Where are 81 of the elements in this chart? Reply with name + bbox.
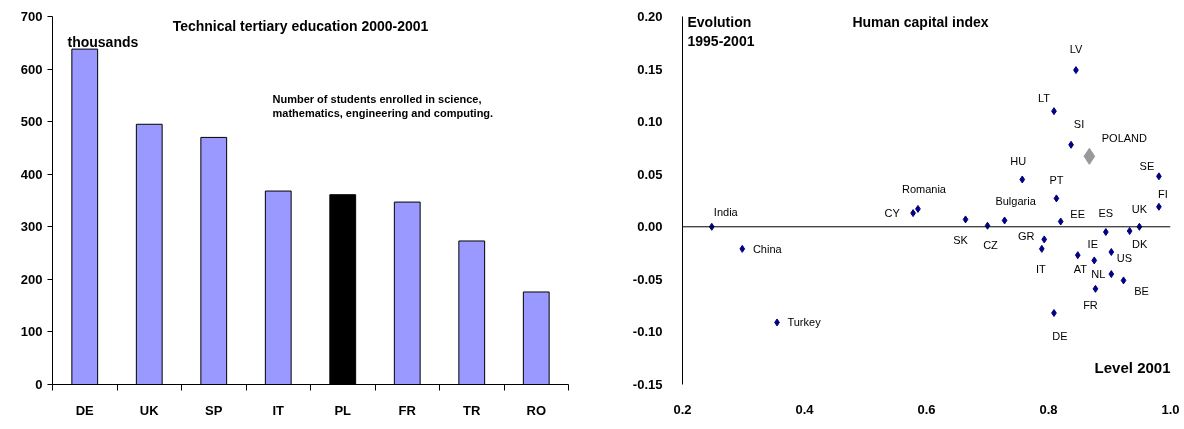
- y-tick-label: 0.05: [637, 166, 663, 182]
- annotation: Number of students enrolled in science, mathematics, engineering and computing.: [272, 92, 494, 119]
- series-label: PT: [1049, 174, 1064, 187]
- series-label: UK: [1131, 202, 1148, 215]
- y-tick-label: 0.15: [637, 61, 663, 77]
- series-label: Bulgaria: [995, 195, 1037, 208]
- point: [1091, 256, 1098, 265]
- series-label: LV: [1069, 43, 1083, 56]
- y-tick-label: 0.10: [637, 114, 663, 130]
- x-tick-label: RO: [526, 402, 546, 418]
- y-tick-label: 100: [20, 324, 43, 340]
- y-tick-label: 400: [20, 166, 43, 182]
- y-tick-label: -0.15: [632, 377, 663, 392]
- point: [1074, 251, 1081, 260]
- point: [1108, 248, 1115, 257]
- point: [1051, 309, 1057, 317]
- y-tick-label: 0.00: [637, 219, 663, 235]
- series-label: CZ: [983, 238, 999, 251]
- point: [1038, 244, 1045, 253]
- x-tick-label: DE: [75, 402, 95, 418]
- x-tick-label: 0.4: [795, 401, 815, 417]
- y-tick-label: 500: [20, 114, 43, 130]
- series-label: Turkey: [787, 316, 822, 329]
- series-label: DK: [1131, 237, 1148, 250]
- point: [962, 215, 969, 224]
- x-axis-title: Level 2001: [1094, 359, 1171, 376]
- x-tick-label: 0.8: [1039, 401, 1058, 417]
- series-label: EE: [1070, 207, 1086, 220]
- y-tick-label: -0.10: [632, 324, 663, 340]
- x-tick-label: FR: [398, 402, 417, 418]
- series-label: SE: [1139, 160, 1155, 173]
- series-label: POLAND: [1101, 132, 1148, 145]
- series-label: India: [713, 205, 739, 218]
- series-label: GR: [1017, 230, 1035, 243]
- point: [1108, 270, 1115, 279]
- y-tick-label: 300: [20, 219, 43, 235]
- x-tick-label: 1.0: [1161, 401, 1180, 417]
- y-tick-label: 0.20: [637, 9, 663, 24]
- point: [1053, 194, 1060, 203]
- series-label: SI: [1073, 117, 1085, 130]
- series-label: NL: [1091, 268, 1106, 281]
- series-label: China: [752, 242, 783, 255]
- series-label: BE: [1134, 285, 1149, 298]
- y-tick-label: -0.05: [632, 271, 663, 287]
- series-label: SK: [953, 234, 969, 247]
- y-axis-title: thousands: [67, 33, 139, 50]
- y-axis-title: Evolution 1995-2001: [687, 13, 755, 49]
- x-tick-label: UK: [139, 402, 160, 418]
- y-tick-label: 600: [20, 61, 43, 77]
- series-label: FI: [1158, 187, 1168, 200]
- point: [1041, 235, 1048, 244]
- series-label: HU: [1010, 155, 1027, 168]
- series-label: IE: [1087, 238, 1098, 251]
- point: [739, 244, 746, 253]
- series-label: DE: [1052, 330, 1068, 342]
- point: [1057, 217, 1064, 226]
- x-tick-label: 0.2: [673, 401, 692, 417]
- series-label: Romania: [901, 182, 947, 195]
- x-tick-label: IT: [272, 402, 285, 418]
- point: [1120, 276, 1127, 285]
- point: [1092, 284, 1099, 293]
- point: [1001, 216, 1008, 225]
- x-tick-label: TR: [463, 402, 482, 418]
- series-label: AT: [1073, 263, 1088, 276]
- x-tick-label: PL: [334, 402, 352, 418]
- point: [1126, 226, 1133, 235]
- point: [1019, 175, 1026, 184]
- chart-title: Technical tertiary education 2000-2001: [172, 17, 429, 34]
- chart-title: Human capital index: [852, 13, 989, 30]
- x-tick-label: SP: [205, 402, 223, 418]
- series-label: LT: [1037, 92, 1051, 105]
- series-label: CY: [884, 207, 901, 220]
- series-label: US: [1116, 252, 1132, 265]
- y-tick-label: 0: [35, 377, 43, 392]
- point: [1083, 147, 1096, 165]
- x-tick-label: 0.6: [917, 401, 936, 417]
- y-tick-label: 200: [20, 271, 43, 287]
- series-label: IT: [1035, 262, 1046, 275]
- series-label: ES: [1098, 207, 1114, 220]
- y-tick-label: 700: [20, 9, 43, 24]
- series-label: FR: [1083, 298, 1098, 311]
